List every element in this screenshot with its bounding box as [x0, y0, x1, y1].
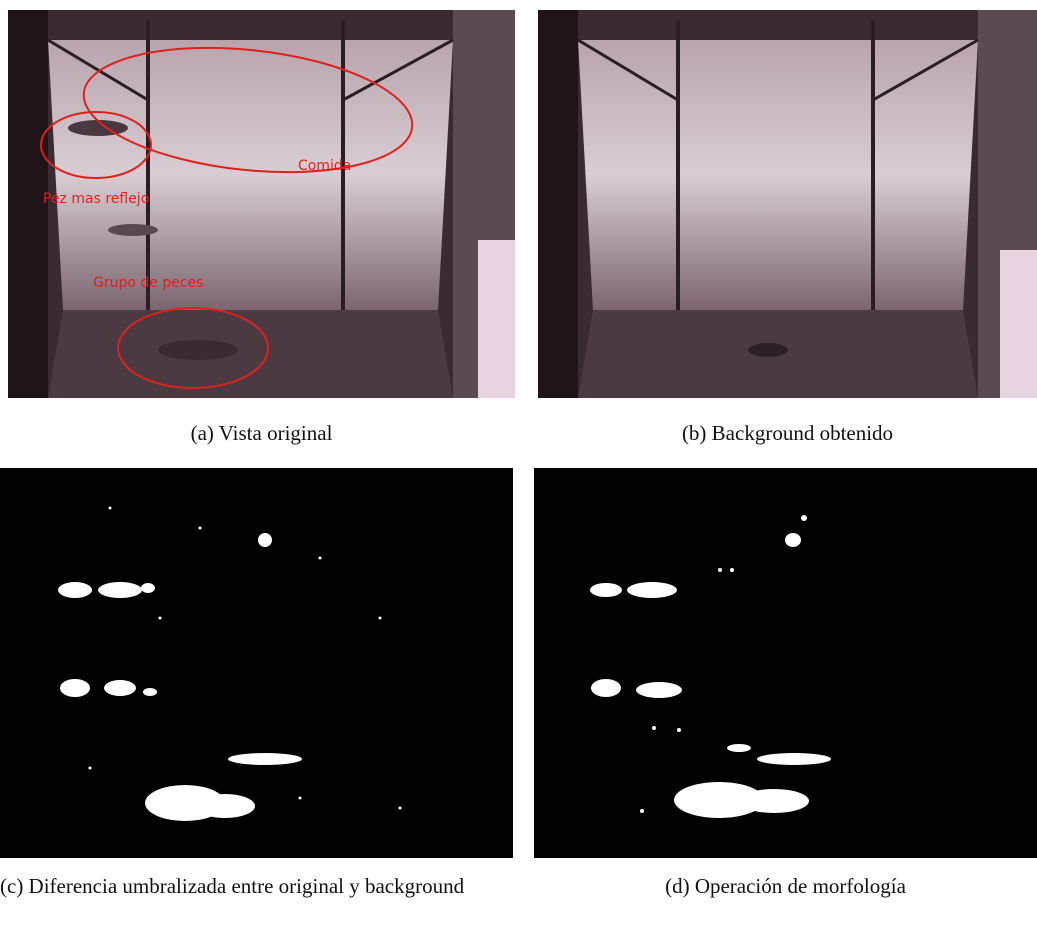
caption: (b) Background obtenido	[538, 419, 1037, 447]
image-original: Comida Pez mas reflejo Grupo de peces	[8, 10, 515, 398]
annotation: Comida	[298, 158, 351, 174]
caption: (a) Vista original	[8, 419, 515, 447]
caption: (c) Diferencia umbralizada entre origina…	[0, 872, 513, 900]
page: Comida Pez mas reflejo Grupo de peces (a…	[0, 0, 1037, 930]
caption: (d) Operación de morfología	[534, 872, 1037, 900]
annotation: Pez mas reflejo	[43, 191, 149, 207]
annotation: Grupo de peces	[93, 275, 203, 291]
image-difference	[0, 468, 513, 858]
image-background	[538, 10, 1037, 398]
image-morphology	[534, 468, 1037, 858]
